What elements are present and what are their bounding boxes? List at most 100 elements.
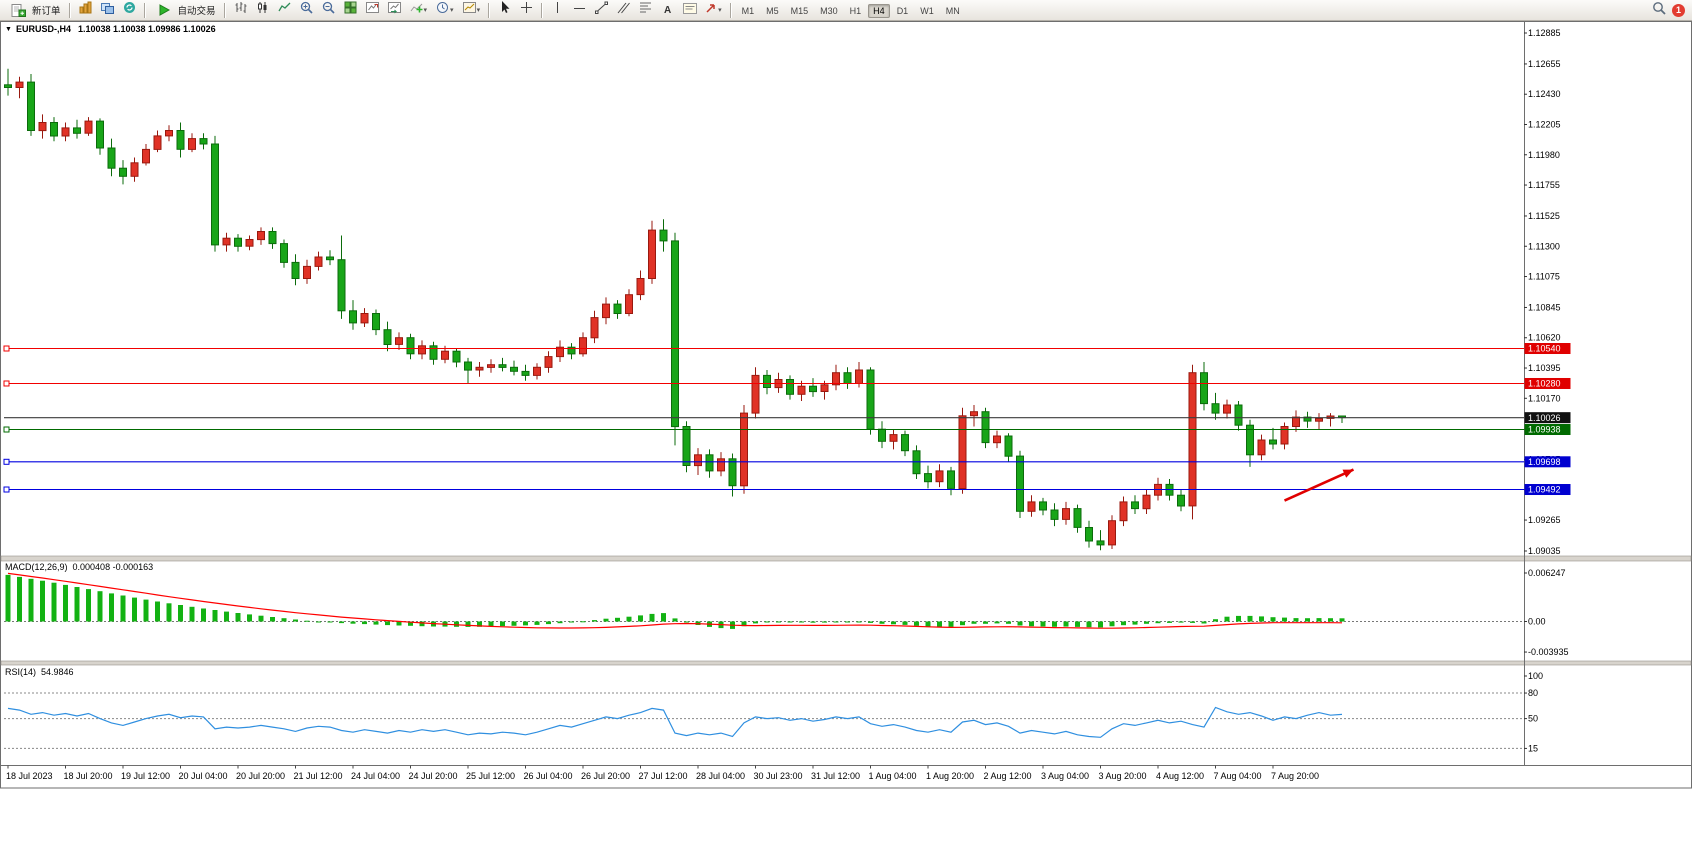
- toolbar-separator: [488, 2, 491, 18]
- horizontal-line-icon: [573, 1, 586, 19]
- chart-shift-button[interactable]: [362, 1, 383, 20]
- zoom-in-button[interactable]: [296, 1, 317, 20]
- time-axis[interactable]: 18 Jul 2023 18 Jul 20:00 19 Jul 12:00 20 Ju…: [6, 765, 1319, 782]
- svg-text:24 Jul 04:00: 24 Jul 04:00: [351, 771, 400, 781]
- timeframe-button-m15[interactable]: M15: [790, 6, 809, 16]
- notification-badge[interactable]: 1: [1672, 3, 1685, 17]
- rsi-axis[interactable]: 100 80 50 15: [1524, 671, 1543, 753]
- new-chart-icon: [79, 1, 92, 19]
- refresh-button[interactable]: [119, 1, 140, 20]
- timeframe-button-m30[interactable]: M30: [820, 6, 838, 16]
- chevron-down-icon: ▾: [718, 7, 722, 14]
- rsi-label: RSI(14): [5, 667, 37, 677]
- line-chart-button[interactable]: [274, 1, 295, 20]
- main-plot[interactable]: [3, 68, 1524, 551]
- timeframe-button-m5[interactable]: M5: [766, 6, 779, 16]
- toolbar-separator: [729, 2, 732, 18]
- collapse-arrow-icon[interactable]: ▼: [5, 26, 12, 33]
- svg-text:31 Jul 12:00: 31 Jul 12:00: [811, 771, 860, 781]
- timeframe-button-mn[interactable]: MN: [945, 6, 960, 16]
- price-axis[interactable]: 1.12885 1.12655 1.12430 1.12205 1.11980 1.117…: [1524, 28, 1571, 556]
- zoom-out-button[interactable]: [318, 1, 339, 20]
- new-order-icon: [8, 1, 29, 20]
- svg-text:1.12655: 1.12655: [1528, 59, 1561, 69]
- profiles-button[interactable]: [97, 1, 118, 20]
- vertical-line-button[interactable]: [547, 1, 568, 20]
- trendline-button[interactable]: [591, 1, 612, 20]
- text-icon: A: [663, 4, 672, 16]
- svg-text:1.09698: 1.09698: [1528, 457, 1561, 467]
- refresh-icon: [123, 1, 136, 19]
- svg-text:80: 80: [1528, 688, 1538, 698]
- svg-text:1.11300: 1.11300: [1528, 241, 1560, 251]
- candlestick-chart-icon: [256, 1, 269, 19]
- equidistant-channel-button[interactable]: [613, 1, 634, 20]
- svg-text:1 Aug 04:00: 1 Aug 04:00: [869, 771, 917, 781]
- new-order-button[interactable]: 新订单: [4, 1, 65, 20]
- candlestick-chart-button[interactable]: [252, 1, 273, 20]
- svg-text:0.00: 0.00: [1528, 617, 1546, 627]
- trend-arrow-annotation[interactable]: [1283, 468, 1355, 502]
- toolbar-separator: [541, 2, 544, 18]
- auto-trading-icon: [154, 1, 175, 20]
- text-button[interactable]: A: [657, 1, 678, 20]
- bar-chart-button[interactable]: [230, 1, 251, 20]
- svg-text:1.10845: 1.10845: [1528, 302, 1561, 312]
- auto-scroll-icon: [387, 1, 401, 19]
- svg-text:1.11980: 1.11980: [1528, 150, 1560, 160]
- svg-text:26 Jul 04:00: 26 Jul 04:00: [524, 771, 573, 781]
- indicators-button[interactable]: ▾: [406, 1, 432, 20]
- toolbar: 新订单 自动交易 ▾ ▾ ▾: [0, 0, 1692, 21]
- tile-windows-button[interactable]: [340, 1, 361, 20]
- svg-text:1.11525: 1.11525: [1528, 211, 1560, 221]
- svg-text:1.10620: 1.10620: [1528, 333, 1561, 343]
- timeframe-button-h4[interactable]: H4: [868, 4, 890, 18]
- fibonacci-button[interactable]: [635, 1, 656, 20]
- search-button[interactable]: [1648, 1, 1669, 20]
- svg-text:18 Jul 2023: 18 Jul 2023: [6, 771, 53, 781]
- auto-trading-label: 自动交易: [177, 6, 216, 17]
- templates-button[interactable]: ▾: [459, 1, 485, 20]
- chevron-down-icon: ▾: [476, 7, 481, 14]
- chevron-down-icon: ▾: [423, 7, 428, 14]
- svg-text:25 Jul 12:00: 25 Jul 12:00: [466, 771, 515, 781]
- svg-text:4 Aug 12:00: 4 Aug 12:00: [1156, 771, 1204, 781]
- svg-text:1.12885: 1.12885: [1528, 28, 1561, 38]
- horizontal-line-button[interactable]: [569, 1, 590, 20]
- zoom-out-icon: [322, 1, 335, 19]
- svg-text:27 Jul 12:00: 27 Jul 12:00: [639, 771, 688, 781]
- rsi-plot[interactable]: [4, 692, 1524, 749]
- macd-values: 0.000408 -0.000163: [72, 562, 154, 572]
- text-label-button[interactable]: [679, 1, 700, 20]
- svg-text:1.10280: 1.10280: [1528, 379, 1561, 389]
- cursor-button[interactable]: [494, 1, 515, 20]
- timeframe-button-m1[interactable]: M1: [741, 6, 755, 16]
- svg-text:20 Jul 20:00: 20 Jul 20:00: [236, 771, 285, 781]
- svg-text:1.09938: 1.09938: [1528, 425, 1561, 435]
- timeframe-button-h1[interactable]: H1: [849, 6, 862, 16]
- chart-shift-icon: [365, 1, 379, 19]
- auto-trading-button[interactable]: 自动交易: [150, 1, 220, 20]
- macd-label: MACD(12,26,9): [5, 562, 68, 572]
- arrows-button[interactable]: ▾: [701, 1, 726, 20]
- svg-text:1.11075: 1.11075: [1528, 272, 1560, 282]
- timeframe-button-w1[interactable]: W1: [920, 6, 934, 16]
- macd-plot[interactable]: [4, 572, 1524, 629]
- rsi-value: 54.9846: [41, 667, 74, 677]
- svg-text:18 Jul 20:00: 18 Jul 20:00: [64, 771, 113, 781]
- new-chart-button[interactable]: [75, 1, 96, 20]
- svg-text:1.12430: 1.12430: [1528, 89, 1561, 99]
- macd-axis[interactable]: 0.006247 0.00 -0.003935: [1524, 568, 1569, 657]
- svg-text:1.10395: 1.10395: [1528, 363, 1561, 373]
- crosshair-button[interactable]: [516, 1, 537, 20]
- svg-text:20 Jul 04:00: 20 Jul 04:00: [179, 771, 228, 781]
- timeframe-button-d1[interactable]: D1: [896, 6, 909, 16]
- svg-text:21 Jul 12:00: 21 Jul 12:00: [294, 771, 343, 781]
- chart-header: ▼ EURUSD-,H4 1.10038 1.10038 1.09986 1.100…: [5, 24, 216, 34]
- auto-scroll-button[interactable]: [384, 1, 405, 20]
- svg-text:15: 15: [1528, 743, 1538, 753]
- bar-chart-icon: [234, 1, 247, 19]
- periods-button[interactable]: ▾: [432, 1, 458, 20]
